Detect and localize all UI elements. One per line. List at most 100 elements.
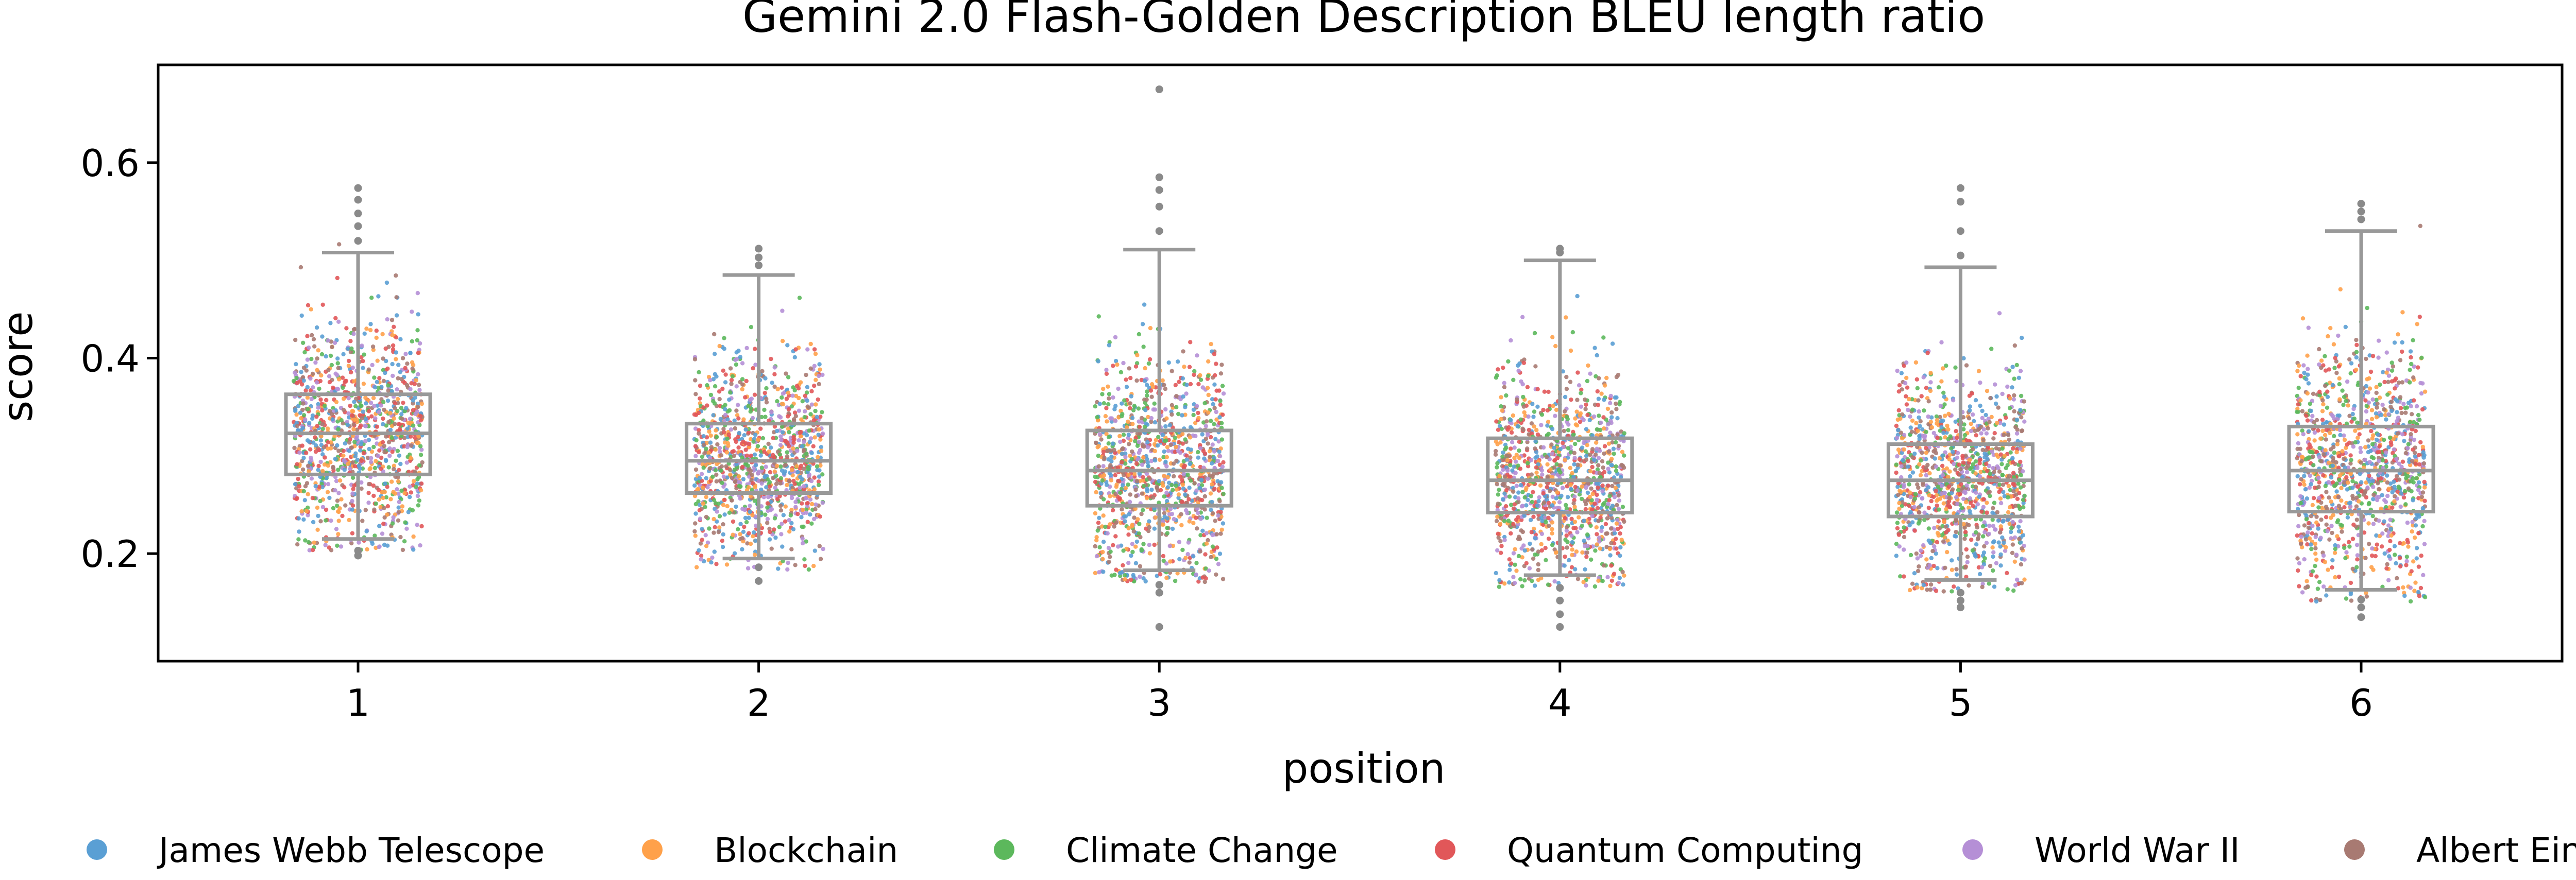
strip-point: [1608, 401, 1613, 405]
strip-point: [378, 442, 382, 447]
strip-point: [693, 378, 698, 383]
strip-point: [1920, 451, 1924, 455]
strip-point: [714, 562, 719, 566]
strip-point: [712, 549, 717, 554]
strip-point: [352, 440, 357, 444]
strip-point: [327, 379, 332, 385]
strip-point: [338, 544, 344, 549]
strip-point: [748, 541, 753, 546]
strip-point: [398, 534, 403, 540]
strip-point: [723, 372, 728, 377]
strip-point: [306, 303, 311, 307]
strip-point: [366, 491, 371, 495]
strip-point: [1140, 442, 1145, 447]
strip-point: [793, 505, 798, 509]
strip-point: [1550, 426, 1555, 432]
strip-point: [1146, 415, 1150, 420]
strip-point: [2010, 550, 2015, 556]
strip-point: [711, 530, 716, 535]
strip-point: [1555, 456, 1560, 460]
strip-point: [1545, 462, 1550, 467]
strip-point: [415, 523, 419, 527]
strip-point: [714, 472, 719, 477]
strip-point: [1513, 471, 1518, 475]
strip-point: [1577, 457, 1582, 462]
strip-point: [1609, 415, 1614, 420]
strip-point: [1509, 531, 1513, 536]
strip-point: [1177, 540, 1182, 544]
strip-point: [1221, 391, 1226, 396]
strip-point: [766, 495, 771, 499]
strip-point: [1138, 574, 1142, 579]
strip-point: [722, 336, 726, 340]
strip-point: [747, 531, 751, 536]
strip-point: [1200, 528, 1205, 533]
strip-point: [391, 343, 396, 348]
strip-point: [1539, 531, 1545, 537]
strip-point: [411, 401, 415, 406]
strip-point: [1155, 574, 1159, 578]
strip-point: [327, 545, 332, 550]
strip-point: [772, 527, 776, 532]
strip-point: [304, 481, 310, 486]
strip-point: [1212, 422, 1216, 426]
strip-point: [1137, 440, 1141, 444]
strip-point: [326, 446, 330, 451]
strip-point: [724, 450, 730, 455]
strip-point: [1497, 578, 1502, 583]
strip-point: [1610, 341, 1615, 346]
strip-point: [1165, 445, 1170, 450]
strip-point: [368, 460, 374, 464]
strip-point: [1093, 544, 1097, 549]
strip-point: [1512, 445, 1517, 450]
strip-point: [313, 435, 317, 440]
strip-point: [1495, 482, 1499, 487]
strip-point: [1989, 347, 1994, 351]
strip-point: [774, 473, 778, 478]
strip-point: [1607, 546, 1613, 551]
strip-point: [1183, 405, 1188, 409]
strip-point: [1107, 560, 1111, 564]
strip-point: [1988, 563, 1993, 568]
strip-point: [313, 443, 318, 448]
strip-point: [781, 391, 786, 396]
strip-point: [1173, 436, 1178, 440]
strip-point: [780, 544, 785, 549]
strip-point: [812, 548, 818, 553]
strip-point: [802, 415, 807, 420]
strip-point: [734, 384, 739, 389]
strip-point: [1513, 581, 1517, 585]
strip-point: [318, 378, 323, 384]
strip-point: [809, 389, 814, 393]
strip-point: [328, 321, 333, 325]
strip-point: [1135, 479, 1140, 484]
strip-point: [310, 496, 315, 501]
strip-point: [1124, 377, 1128, 382]
strip-point: [1120, 447, 1125, 452]
strip-point: [793, 413, 799, 419]
strip-point: [411, 408, 416, 412]
strip-point: [1573, 567, 1578, 572]
strip-point: [787, 479, 792, 484]
strip-point: [778, 504, 783, 508]
strip-point: [769, 445, 773, 450]
strip-point: [1126, 526, 1131, 531]
strip-point: [411, 534, 416, 539]
strip-point: [1537, 495, 1541, 500]
strip-point: [1516, 496, 1521, 501]
strip-point: [376, 454, 380, 458]
strip-point: [743, 427, 748, 432]
strip-point: [1211, 472, 1216, 476]
strip-point: [1954, 379, 1959, 384]
strip-point: [1206, 538, 1210, 543]
strip-point: [718, 450, 722, 454]
strip-point: [1174, 458, 1179, 463]
strip-point: [801, 541, 805, 546]
strip-point: [322, 403, 327, 408]
strip-point: [385, 485, 389, 489]
strip-point: [704, 435, 709, 440]
strip-point: [765, 477, 770, 482]
strip-point: [1501, 366, 1505, 370]
strip-point: [1204, 436, 1209, 441]
